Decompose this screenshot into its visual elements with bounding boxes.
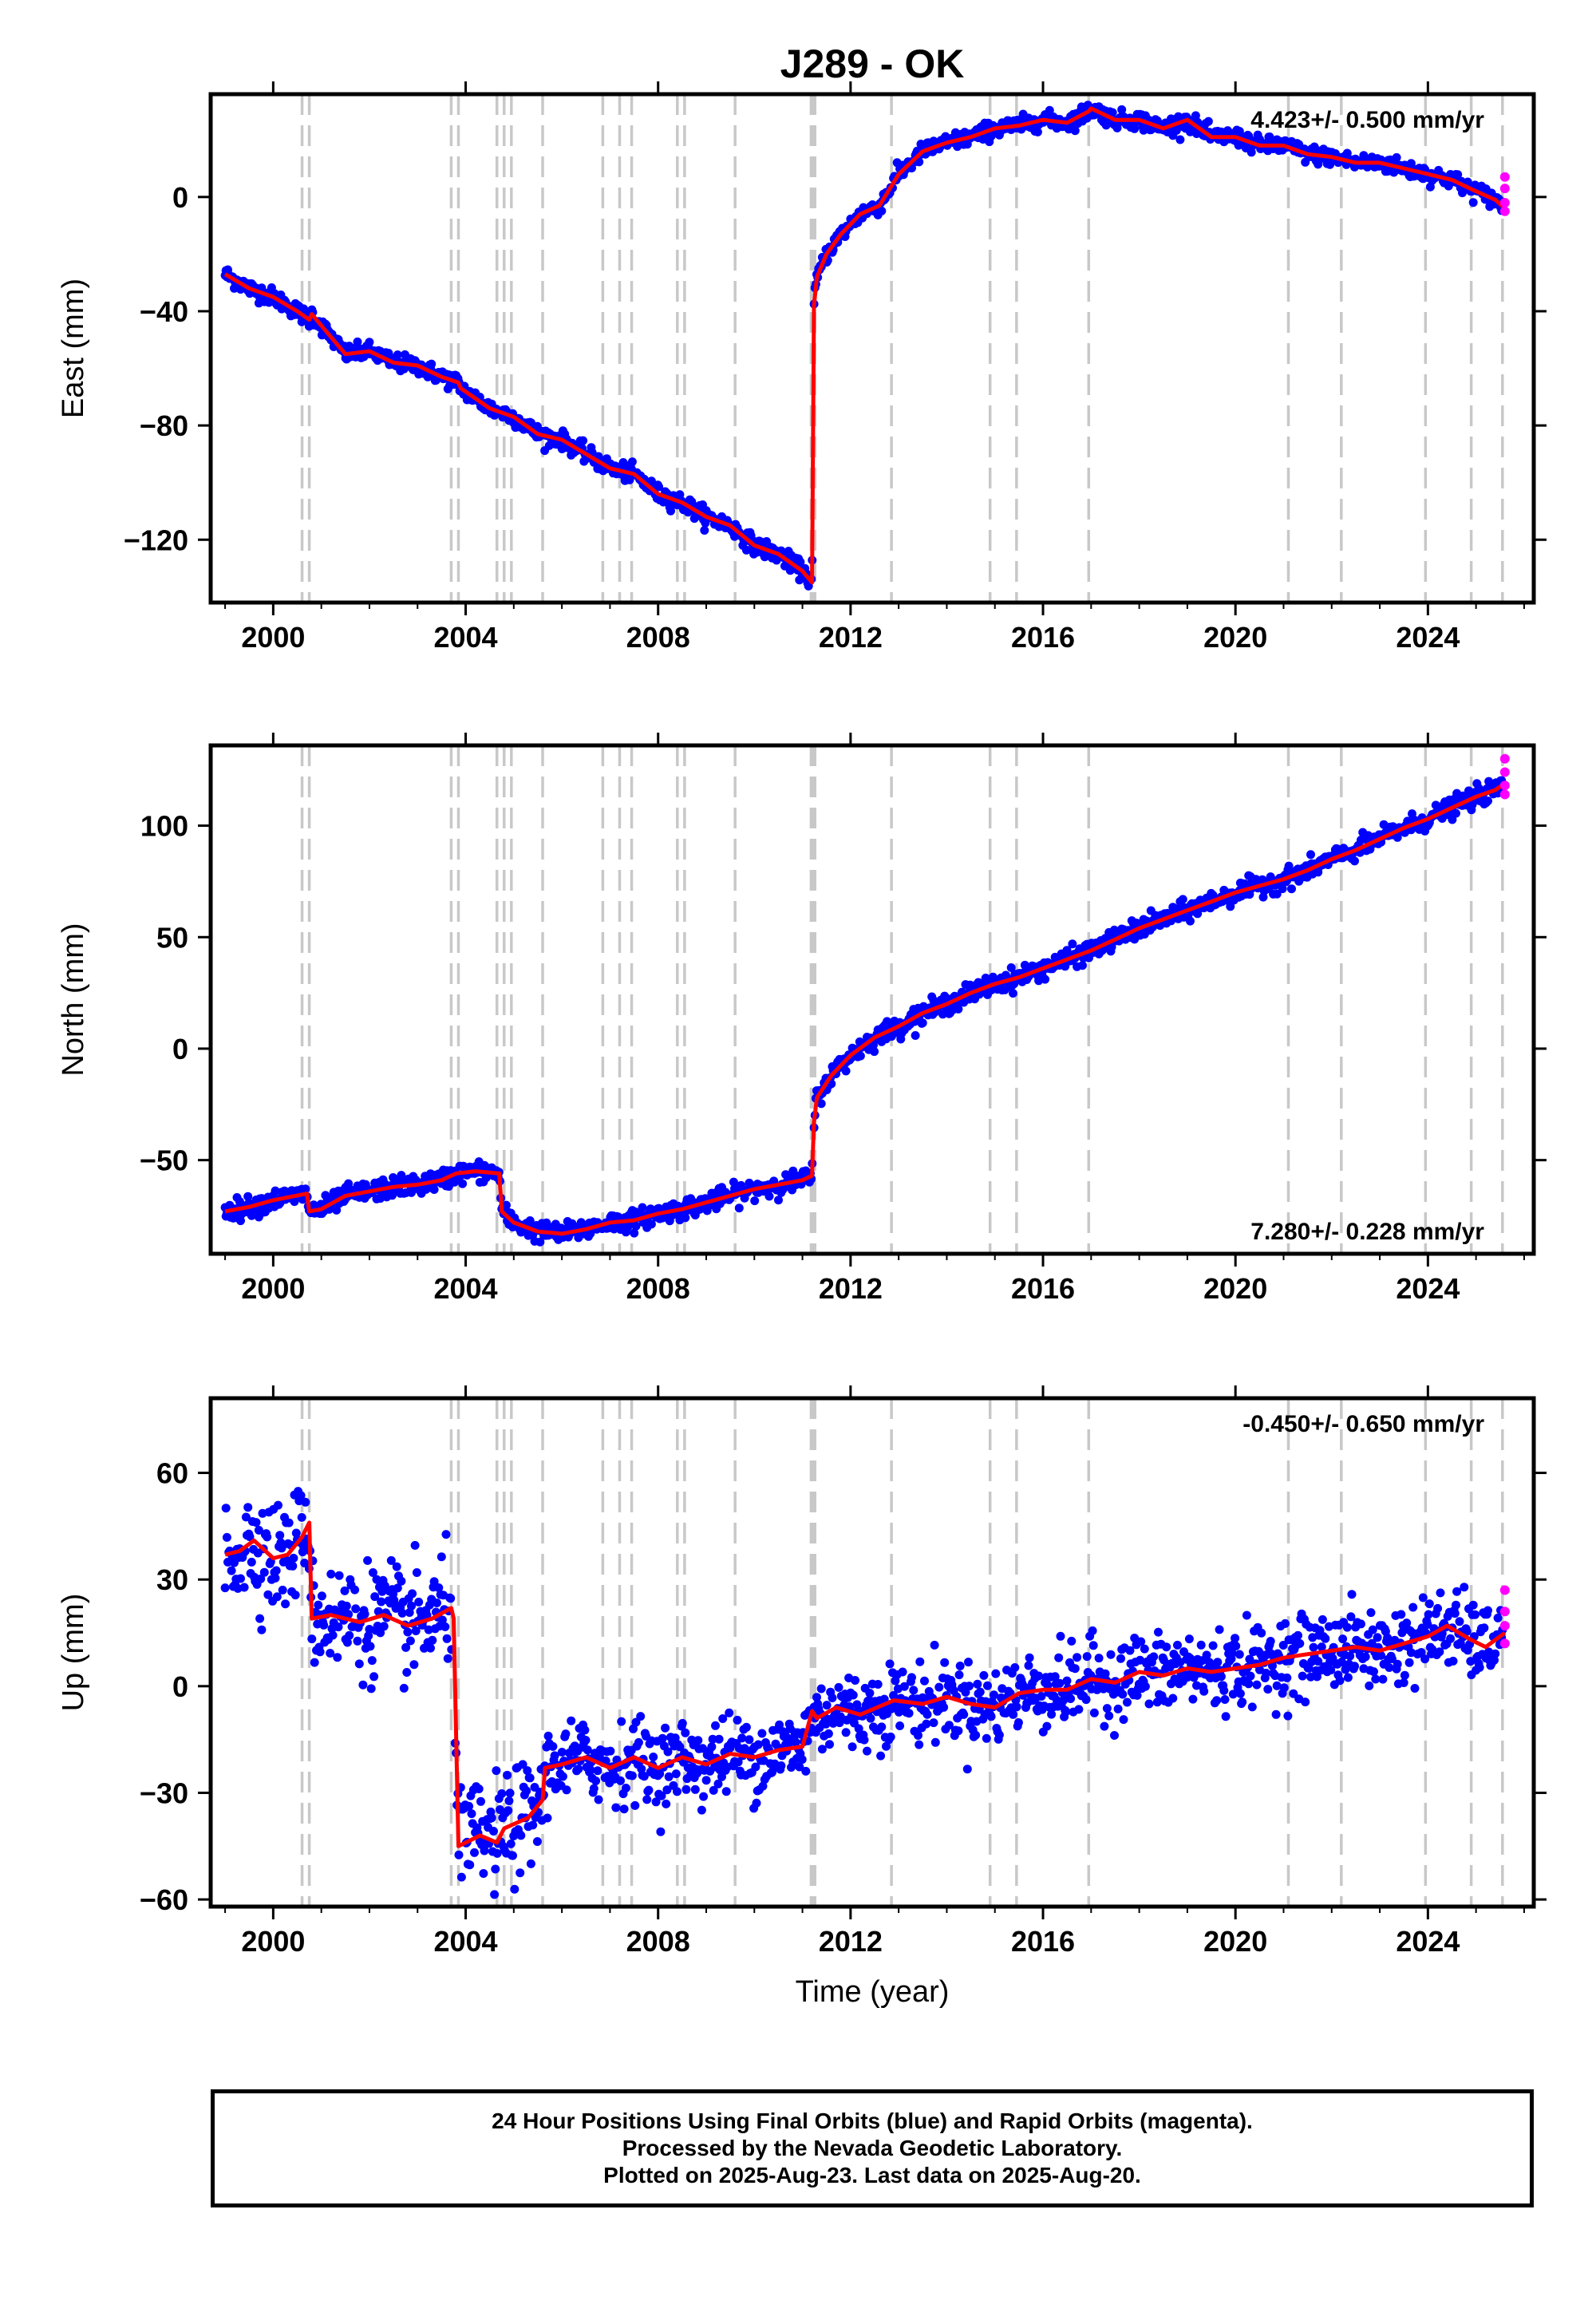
x-tick-label: 2000 [241,1272,305,1305]
model-line [223,106,1507,585]
rate-annotation: 4.423+/- 0.500 mm/yr [1250,107,1484,133]
final-orbit-points [220,1487,1507,1899]
model-line [224,781,1507,1236]
model-line [224,1520,1507,1848]
panel-frame [208,743,1536,1256]
rapid-orbit-point [1499,767,1510,777]
rapid-orbit-point [1499,1621,1510,1631]
footer-line-2: Processed by the Nevada Geodetic Laborat… [622,2136,1123,2160]
x-tick-label: 2020 [1203,1925,1267,1958]
rapid-orbit-point [1499,172,1510,182]
rapid-orbit-point [1499,1638,1510,1649]
footer-line-3: Plotted on 2025-Aug-23. Last data on 202… [603,2163,1141,2188]
x-tick-label: 2000 [241,1925,305,1958]
final-orbit-points [220,101,1507,591]
panel-frame [208,1396,1536,1909]
x-tick-label: 2004 [433,621,497,654]
north-panel: 2000 2004 2008 2012 2016 2020 2024 −50 0 50 100 Nor… [57,733,1547,1305]
rapid-orbit-point [1499,197,1510,207]
x-tick-label: 2016 [1011,621,1075,654]
footer-line-1: 24 Hour Positions Using Final Orbits (bl… [492,2109,1253,2133]
y-tick-label: −60 [140,1883,188,1916]
y-tick-label: −40 [140,295,188,328]
y-tick-label: −80 [140,409,188,442]
x-tick-label: 2020 [1203,1272,1267,1305]
x-tick-label: 2004 [433,1272,497,1305]
east-panel: 2000 2004 2008 2012 2016 2020 2024 −120 −80 −40 0 E… [57,81,1547,654]
panel-frame [208,92,1536,605]
y-tick-label: 50 [156,921,188,954]
y-axis-label: Up (mm) [57,1594,90,1712]
y-tick-label: 30 [156,1563,188,1596]
y-tick-label: 0 [172,181,188,214]
x-tick-label: 2000 [241,621,305,654]
x-tick-label: 2024 [1396,1272,1460,1305]
rapid-orbit-point [1499,1585,1510,1595]
y-tick-label: 60 [156,1457,188,1490]
x-tick-label: 2016 [1011,1272,1075,1305]
y-tick-label: 0 [172,1033,188,1065]
rapid-orbit-point [1499,184,1510,194]
x-tick-label: 2012 [819,1925,883,1958]
x-tick-label: 2016 [1011,1925,1075,1958]
x-axis-label: Time (year) [796,1975,950,2009]
y-tick-label: −30 [140,1777,188,1809]
y-axis-label: North (mm) [57,923,90,1076]
y-axis-label: East (mm) [57,279,90,418]
y-tick-label: −50 [140,1144,188,1177]
rapid-orbit-point [1499,753,1510,764]
x-tick-label: 2008 [626,621,690,654]
x-tick-label: 2008 [626,1925,690,1958]
y-tick-label: −120 [124,524,188,556]
x-tick-label: 2024 [1396,621,1460,654]
rapid-orbit-point [1499,781,1510,791]
rapid-orbit-point [1499,789,1510,800]
rapid-orbit-point [1499,1607,1510,1617]
x-tick-label: 2012 [819,621,883,654]
x-tick-label: 2012 [819,1272,883,1305]
y-tick-label: 0 [172,1670,188,1703]
x-tick-label: 2008 [626,1272,690,1305]
rapid-orbit-point [1499,206,1510,216]
x-tick-label: 2004 [433,1925,497,1958]
x-tick-label: 2024 [1396,1925,1460,1958]
final-orbit-points [220,776,1507,1247]
up-panel: 2000 2004 2008 2012 2016 2020 2024 −60 −30 0 30 60 U… [57,1385,1547,1958]
x-tick-label: 2020 [1203,621,1267,654]
figure-title: J289 - OK [780,41,965,86]
footer-caption-box: 24 Hour Positions Using Final Orbits (bl… [211,2089,1534,2207]
y-tick-label: 100 [140,810,188,843]
rate-annotation: 7.280+/- 0.228 mm/yr [1250,1219,1484,1245]
rate-annotation: -0.450+/- 0.650 mm/yr [1242,1411,1484,1437]
